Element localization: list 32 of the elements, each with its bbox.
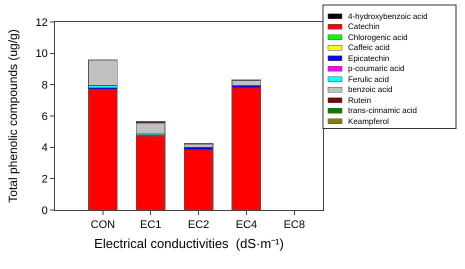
legend-label: Chlorogenic acid (348, 33, 408, 42)
legend-label: Ferulic acid (348, 75, 389, 84)
legend-label: 4-hydroxybenzoic acid (348, 12, 428, 21)
legend-label: Caffeic acid (348, 43, 390, 52)
bar (232, 87, 262, 210)
bar (88, 60, 118, 86)
bar (136, 136, 166, 210)
bar (136, 122, 166, 134)
y-tick-label: 0 (42, 204, 48, 217)
x-axis-title: Electrical conductivities (dS·m⁻¹) (94, 236, 284, 251)
x-tick-label: CON (90, 219, 116, 232)
legend-label: Rutein (348, 96, 372, 105)
bar (184, 149, 214, 210)
y-tick-label: 10 (36, 48, 48, 60)
y-tick-label: 4 (42, 142, 48, 154)
x-tick-label: EC8 (284, 219, 305, 232)
y-tick-label: 2 (42, 174, 48, 186)
bar (232, 80, 262, 86)
legend-label: p-coumaric acid (348, 64, 404, 73)
y-tick-label: 12 (36, 16, 48, 29)
y-axis-title: Total phenolic compounds (ug/g) (6, 29, 20, 203)
x-tick-label: EC1 (140, 219, 162, 232)
legend-label: Epicatechin (348, 54, 390, 63)
y-tick-label: 6 (42, 110, 48, 123)
x-tick-label: EC2 (188, 219, 210, 232)
x-tick-label: EC4 (236, 219, 258, 232)
legend-label: trans-cinnamic acid (348, 106, 417, 115)
legend-label: Keampferol (348, 117, 390, 126)
legend-label: Catechin (348, 22, 380, 31)
y-tick-label: 8 (42, 80, 48, 92)
bar (88, 89, 118, 210)
legend-label: benzoic acid (348, 85, 392, 94)
